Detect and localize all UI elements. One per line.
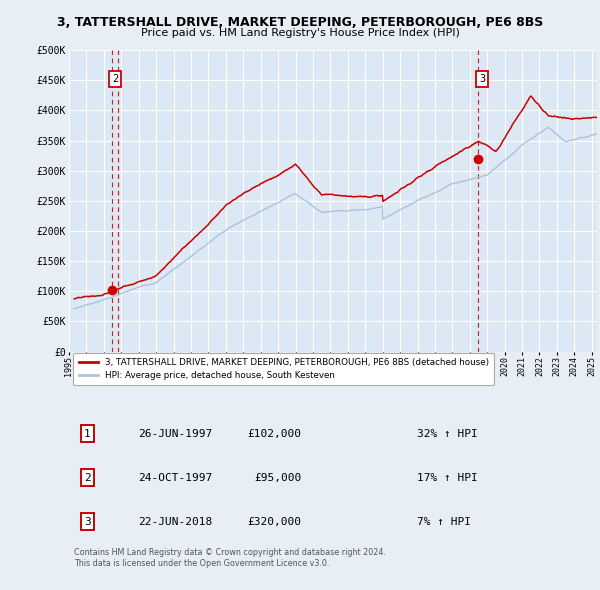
Text: 3, TATTERSHALL DRIVE, MARKET DEEPING, PETERBOROUGH, PE6 8BS: 3, TATTERSHALL DRIVE, MARKET DEEPING, PE…	[57, 16, 543, 29]
Text: 22-JUN-2018: 22-JUN-2018	[137, 517, 212, 527]
Text: 2: 2	[112, 74, 118, 84]
Text: 1: 1	[84, 429, 91, 439]
Text: 3: 3	[84, 517, 91, 527]
Text: 24-OCT-1997: 24-OCT-1997	[137, 473, 212, 483]
Text: £320,000: £320,000	[247, 517, 301, 527]
Legend: 3, TATTERSHALL DRIVE, MARKET DEEPING, PETERBOROUGH, PE6 8BS (detached house), HP: 3, TATTERSHALL DRIVE, MARKET DEEPING, PE…	[73, 353, 494, 385]
Text: 17% ↑ HPI: 17% ↑ HPI	[418, 473, 478, 483]
Text: 7% ↑ HPI: 7% ↑ HPI	[418, 517, 472, 527]
Text: 3: 3	[479, 74, 485, 84]
Text: Price paid vs. HM Land Registry's House Price Index (HPI): Price paid vs. HM Land Registry's House …	[140, 28, 460, 38]
Text: 2: 2	[84, 473, 91, 483]
Text: Contains HM Land Registry data © Crown copyright and database right 2024.
This d: Contains HM Land Registry data © Crown c…	[74, 549, 386, 568]
Text: 26-JUN-1997: 26-JUN-1997	[137, 429, 212, 439]
Text: £95,000: £95,000	[254, 473, 301, 483]
Text: £102,000: £102,000	[247, 429, 301, 439]
Text: 32% ↑ HPI: 32% ↑ HPI	[418, 429, 478, 439]
